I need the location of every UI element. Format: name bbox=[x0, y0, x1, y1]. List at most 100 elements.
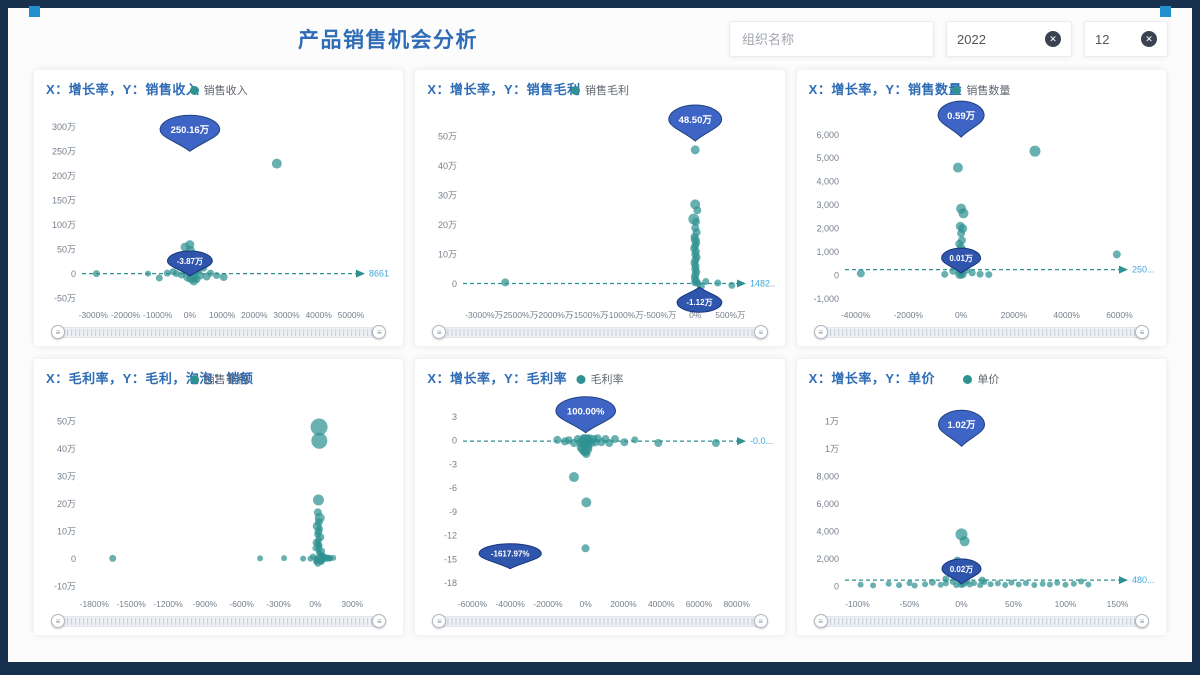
clear-year-icon[interactable]: ✕ bbox=[1045, 31, 1061, 47]
svg-text:2000%: 2000% bbox=[1000, 310, 1027, 320]
svg-text:0%: 0% bbox=[955, 310, 968, 320]
min-marker-pin: -1617.97% bbox=[478, 543, 543, 570]
datazoom-slider[interactable]: ≡ ≡ bbox=[432, 325, 768, 339]
svg-text:6000%: 6000% bbox=[686, 599, 713, 609]
chart-title: X：增长率，Y：毛利率 bbox=[427, 371, 568, 386]
svg-text:30万: 30万 bbox=[438, 191, 457, 201]
svg-text:-900%: -900% bbox=[193, 599, 218, 609]
svg-text:6,000: 6,000 bbox=[816, 130, 839, 140]
svg-text:300万: 300万 bbox=[52, 122, 76, 132]
datazoom-track[interactable] bbox=[820, 616, 1142, 627]
svg-text:6000%: 6000% bbox=[1106, 310, 1133, 320]
legend-dot-icon bbox=[189, 85, 199, 95]
svg-text:0%: 0% bbox=[689, 310, 702, 320]
charts-grid: X：增长率，Y：销售收入 销售收入 300万 250万 200万 150万 100万 50… bbox=[8, 70, 1192, 635]
datazoom-slider[interactable]: ≡ ≡ bbox=[432, 614, 768, 628]
svg-text:-500%万: -500%万 bbox=[644, 310, 677, 320]
svg-text:10万: 10万 bbox=[57, 527, 76, 537]
datazoom-slider[interactable]: ≡ ≡ bbox=[51, 614, 387, 628]
chart-legend[interactable]: 销售收入 bbox=[189, 82, 248, 98]
svg-text:500%万: 500%万 bbox=[716, 310, 746, 320]
datazoom-left-handle[interactable]: ≡ bbox=[432, 325, 447, 339]
scatter-plot[interactable]: 1万 1万 8,000 6,000 4,000 2,000 0 -100% -50% 0% 50% 1… bbox=[805, 389, 1158, 613]
svg-text:4000%: 4000% bbox=[648, 599, 675, 609]
scatter-plot[interactable]: 6,000 5,000 4,000 3,000 2,000 1,000 0 -1,000-40… bbox=[805, 100, 1158, 324]
svg-text:1万: 1万 bbox=[825, 444, 839, 454]
datazoom-track[interactable] bbox=[58, 327, 380, 338]
svg-text:-4000%: -4000% bbox=[841, 310, 871, 320]
legend-label: 销售毛利 bbox=[203, 374, 248, 386]
svg-text:3,000: 3,000 bbox=[816, 200, 839, 210]
datazoom-left-handle[interactable]: ≡ bbox=[813, 614, 828, 628]
chart-panel-head: X：增长率，Y：单价 单价 bbox=[805, 367, 1158, 389]
svg-text:2000%: 2000% bbox=[241, 310, 268, 320]
svg-text:48.50万: 48.50万 bbox=[679, 115, 713, 126]
month-filter[interactable]: 12 ✕ bbox=[1084, 21, 1168, 57]
svg-text:100万: 100万 bbox=[52, 220, 76, 230]
svg-text:-3000%万: -3000%万 bbox=[466, 310, 504, 320]
chart-panel-head: X：增长率，Y：销售毛利 销售毛利 bbox=[423, 78, 776, 100]
chart-legend[interactable]: 销售数量 bbox=[952, 82, 1010, 98]
svg-text:-12: -12 bbox=[444, 531, 457, 541]
svg-text:250万: 250万 bbox=[52, 146, 76, 156]
legend-dot-icon bbox=[576, 374, 586, 384]
chart-panel-head: X：增长率，Y：销售数量 销售数量 bbox=[805, 78, 1158, 100]
svg-text:4,000: 4,000 bbox=[816, 177, 839, 187]
svg-text:300%: 300% bbox=[341, 599, 363, 609]
svg-text:3000%: 3000% bbox=[273, 310, 300, 320]
datazoom-right-handle[interactable]: ≡ bbox=[1135, 325, 1149, 339]
svg-text:-4000%: -4000% bbox=[496, 599, 526, 609]
chart-legend[interactable]: 销售毛利 bbox=[570, 82, 629, 98]
svg-text:8000%: 8000% bbox=[724, 599, 751, 609]
datazoom-track[interactable] bbox=[439, 327, 761, 338]
scatter-plot[interactable]: 50万 40万 30万 20万 10万 0 -10万 -1800% -1500% -1200% -9… bbox=[42, 389, 395, 613]
datazoom-left-handle[interactable]: ≡ bbox=[51, 614, 65, 628]
year-filter[interactable]: 2022 ✕ bbox=[946, 21, 1072, 57]
datazoom-track[interactable] bbox=[820, 327, 1142, 338]
svg-text:-0.0...: -0.0... bbox=[750, 436, 773, 446]
chart-title: X：毛利率，Y：毛利，泡泡：销额 bbox=[46, 371, 254, 386]
datazoom-slider[interactable]: ≡ ≡ bbox=[51, 325, 387, 339]
clear-month-icon[interactable]: ✕ bbox=[1141, 31, 1157, 47]
datazoom-right-handle[interactable]: ≡ bbox=[753, 325, 768, 339]
chart-legend[interactable]: 单价 bbox=[963, 371, 999, 387]
org-name-filter[interactable] bbox=[729, 21, 934, 57]
svg-text:-1200%: -1200% bbox=[153, 599, 183, 609]
svg-text:40万: 40万 bbox=[438, 161, 457, 171]
chart-legend[interactable]: 销售毛利 bbox=[189, 371, 248, 387]
svg-text:1000%: 1000% bbox=[209, 310, 236, 320]
svg-text:40万: 40万 bbox=[57, 444, 76, 454]
svg-text:-50%: -50% bbox=[899, 599, 919, 609]
svg-text:20万: 20万 bbox=[57, 499, 76, 509]
datazoom-track[interactable] bbox=[58, 616, 380, 627]
svg-text:0.02万: 0.02万 bbox=[949, 565, 973, 574]
svg-text:1万: 1万 bbox=[825, 417, 839, 427]
svg-text:5,000: 5,000 bbox=[816, 153, 839, 163]
filter-bar: 2022 ✕ 12 ✕ bbox=[729, 21, 1168, 57]
svg-text:1.02万: 1.02万 bbox=[947, 420, 975, 431]
svg-text:1482...: 1482... bbox=[750, 278, 776, 288]
svg-text:0: 0 bbox=[834, 582, 839, 592]
datazoom-right-handle[interactable]: ≡ bbox=[753, 614, 768, 628]
svg-text:4000%: 4000% bbox=[305, 310, 332, 320]
datazoom-left-handle[interactable]: ≡ bbox=[813, 325, 828, 339]
svg-text:2,000: 2,000 bbox=[816, 554, 839, 564]
datazoom-right-handle[interactable]: ≡ bbox=[1135, 614, 1149, 628]
scatter-plot[interactable]: 3 0 -3 -6 -9 -12 -15 -18 -6000% -4000% -2000% 0% 200… bbox=[423, 389, 776, 613]
org-name-input[interactable] bbox=[740, 30, 923, 48]
datazoom-right-handle[interactable]: ≡ bbox=[372, 614, 387, 628]
datazoom-left-handle[interactable]: ≡ bbox=[51, 325, 65, 339]
datazoom-slider[interactable]: ≡ ≡ bbox=[813, 325, 1149, 339]
datazoom-left-handle[interactable]: ≡ bbox=[432, 614, 447, 628]
header: 产品销售机会分析 2022 ✕ 12 ✕ bbox=[8, 8, 1192, 70]
min-marker-pin: -1.12万 bbox=[676, 286, 723, 313]
datazoom-slider[interactable]: ≡ ≡ bbox=[813, 614, 1149, 628]
svg-text:-18: -18 bbox=[444, 578, 457, 588]
scatter-plot[interactable]: 50万 40万 30万 20万 10万 0 -3000%万-2500%万-2000%万-15… bbox=[423, 100, 776, 324]
datazoom-right-handle[interactable]: ≡ bbox=[372, 325, 387, 339]
datazoom-track[interactable] bbox=[439, 616, 761, 627]
chart-legend[interactable]: 毛利率 bbox=[576, 371, 623, 387]
chart-title: X：增长率，Y：销售数量 bbox=[808, 82, 962, 97]
svg-text:0: 0 bbox=[452, 279, 457, 289]
scatter-plot[interactable]: 300万 250万 200万 150万 100万 50万 0 -50万-3000% -2000%… bbox=[42, 100, 395, 324]
